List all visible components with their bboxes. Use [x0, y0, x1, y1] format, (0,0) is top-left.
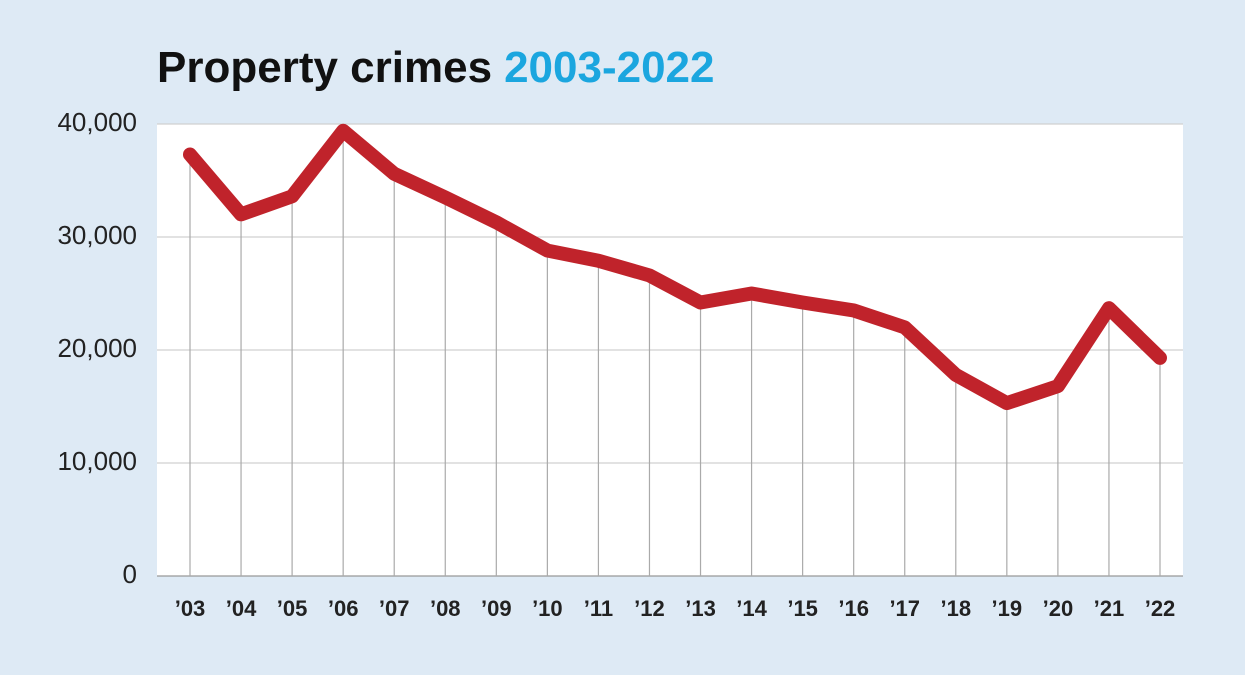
x-tick-label: ’21 — [1094, 596, 1125, 621]
x-tick-label: ’16 — [838, 596, 869, 621]
x-tick-label: ’15 — [787, 596, 818, 621]
x-tick-label: ’18 — [940, 596, 971, 621]
y-tick-label: 0 — [123, 559, 137, 589]
x-tick-label: ’17 — [889, 596, 920, 621]
x-tick-label: ’04 — [226, 596, 257, 621]
y-tick-label: 40,000 — [57, 107, 137, 137]
data-line — [183, 123, 1167, 411]
x-tick-label: ’10 — [532, 596, 563, 621]
y-tick-label: 10,000 — [57, 446, 137, 476]
title-text: Property crimes — [157, 43, 492, 92]
x-tick-label: ’09 — [481, 596, 512, 621]
x-tick-label: ’08 — [430, 596, 461, 621]
title-years: 2003-2022 — [504, 43, 714, 92]
x-tick-label: ’06 — [328, 596, 359, 621]
x-tick-label: ’22 — [1145, 596, 1176, 621]
x-tick-label: ’05 — [277, 596, 308, 621]
y-tick-label: 30,000 — [57, 220, 137, 250]
x-tick-label: ’11 — [584, 596, 613, 621]
x-tick-label: ’14 — [736, 596, 767, 621]
x-tick-label: ’07 — [379, 596, 410, 621]
x-tick-label: ’20 — [1043, 596, 1074, 621]
x-tick-label: ’13 — [685, 596, 716, 621]
x-tick-label: ’03 — [175, 596, 206, 621]
x-tick-label: ’19 — [992, 596, 1023, 621]
y-tick-label: 20,000 — [57, 333, 137, 363]
x-tick-label: ’12 — [634, 596, 665, 621]
chart-title: Property crimes 2003-2022 — [157, 43, 714, 92]
